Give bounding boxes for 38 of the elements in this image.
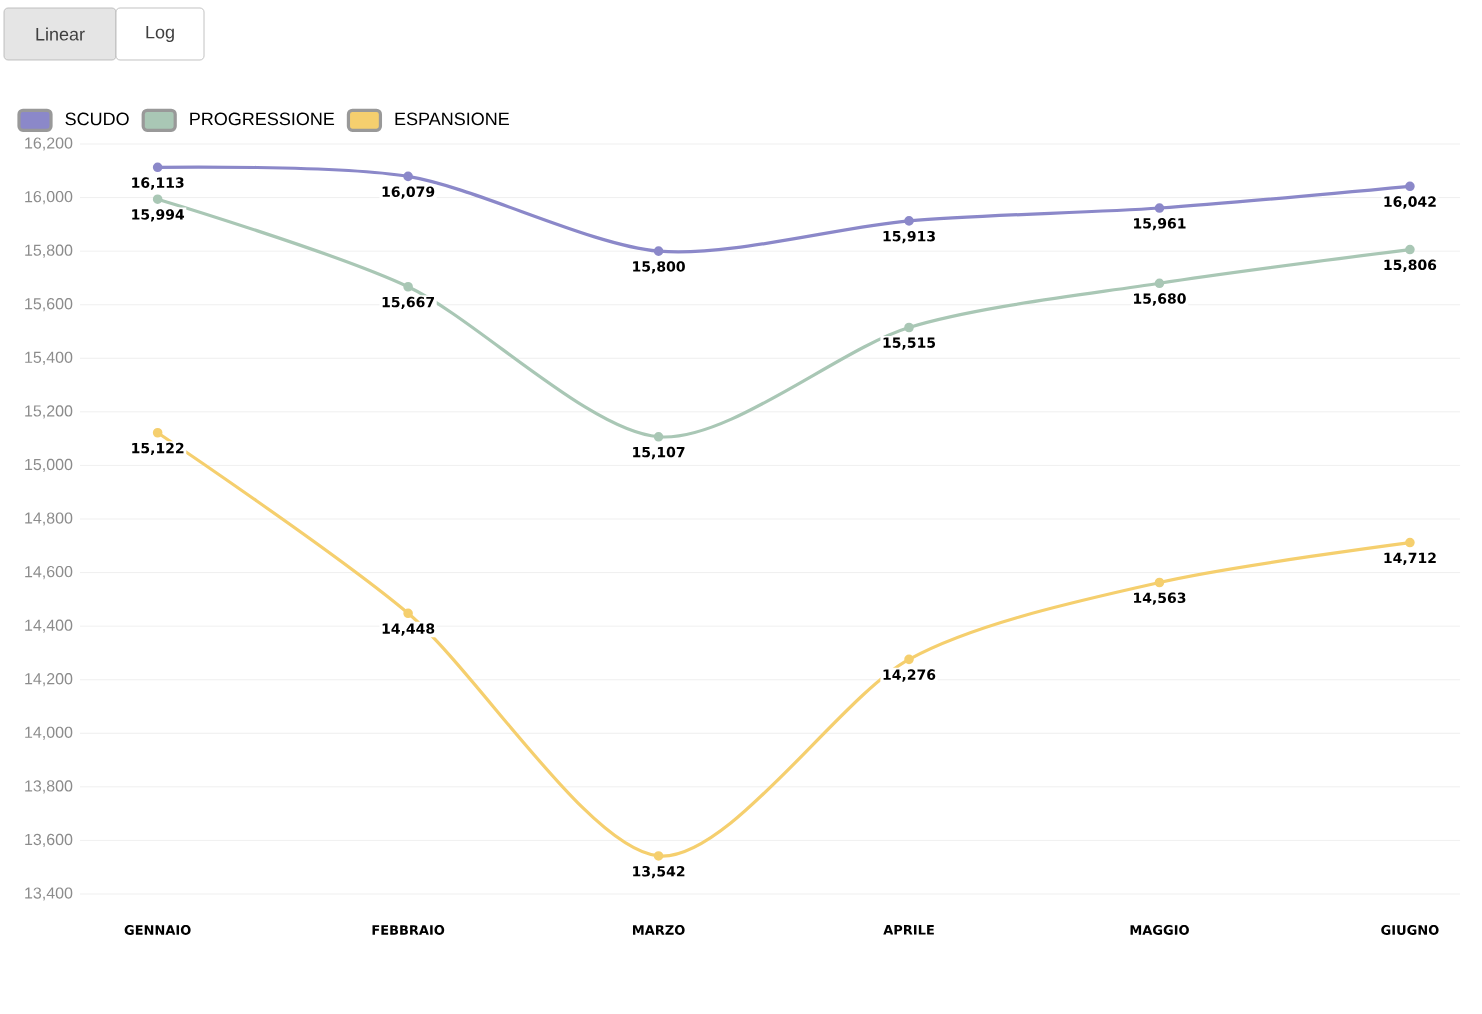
point [1405,181,1415,192]
point [403,171,413,182]
y-tick-label: 14,400 [25,619,73,633]
point [403,608,413,619]
legend-label: PROGRESSIONE [190,112,335,126]
y-tick-label: 13,400 [25,887,73,901]
y-tick-label: 16,200 [25,137,73,151]
y-tick-label: 14,000 [25,726,73,740]
point [653,431,664,442]
point [152,427,163,438]
y-tick-label: 13,600 [25,833,73,848]
point [904,654,914,665]
point [152,194,163,204]
point [1405,244,1415,255]
text: Linear [36,27,85,41]
y-tick-label: 15,800 [25,244,73,258]
point [904,216,914,226]
y-tick-label: 15,000 [25,458,73,473]
point [904,322,914,333]
y-tick-label: 16,000 [25,190,73,205]
y-tick-label: 13,800 [25,780,73,794]
text: Log [146,25,174,43]
point [653,851,664,861]
legend-label: ESPANSIONE [395,112,509,126]
point [152,162,163,173]
y-tick-label: 15,400 [25,351,73,365]
y-tick-label: 15,600 [25,298,73,312]
point [1405,537,1415,548]
point [1154,577,1165,588]
point [653,246,664,256]
y-tick-label: 14,800 [25,512,73,526]
point [1154,278,1165,289]
y-tick-label: 15,200 [25,405,73,419]
legend-label: SCUDO [65,112,129,126]
point [403,281,413,292]
y-tick-label: 14,600 [25,565,73,580]
point [1154,203,1165,213]
y-tick-label: 14,200 [25,673,73,687]
